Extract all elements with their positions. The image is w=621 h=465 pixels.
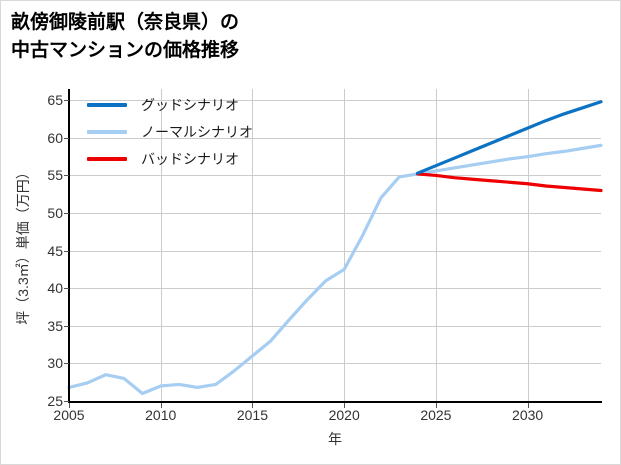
gridline-horizontal bbox=[69, 288, 601, 290]
legend-item[interactable]: バッドシナリオ bbox=[87, 147, 253, 171]
x-axis-spine bbox=[68, 401, 602, 403]
y-tick-label: 55 bbox=[47, 167, 63, 184]
legend-color-swatch bbox=[87, 157, 127, 161]
y-tick-label: 50 bbox=[47, 205, 63, 222]
gridline-horizontal bbox=[69, 250, 601, 252]
series-line bbox=[67, 143, 603, 396]
gridline-horizontal bbox=[69, 363, 601, 365]
y-tick-mark bbox=[64, 363, 69, 365]
gridline-horizontal bbox=[69, 175, 601, 177]
x-tick-label: 2020 bbox=[328, 407, 360, 423]
legend-item[interactable]: グッドシナリオ bbox=[87, 93, 253, 117]
y-tick-label: 60 bbox=[47, 129, 63, 146]
y-tick-label: 25 bbox=[47, 393, 63, 409]
series-line bbox=[415, 172, 603, 193]
gridline-horizontal bbox=[69, 325, 601, 327]
y-tick-mark bbox=[64, 325, 69, 327]
gridline-vertical bbox=[435, 89, 437, 401]
series-lines bbox=[67, 100, 603, 396]
y-tick-mark bbox=[64, 288, 69, 290]
y-tick-label: 40 bbox=[47, 280, 63, 297]
legend-color-swatch bbox=[87, 130, 127, 134]
x-tick-label: 2025 bbox=[420, 407, 452, 423]
page-title: 畝傍御陵前駅（奈良県）の 中古マンションの価格推移 bbox=[11, 12, 240, 61]
gridline-vertical bbox=[160, 89, 162, 401]
legend-color-swatch bbox=[87, 103, 127, 107]
chart-legend: グッドシナリオ ノーマルシナリオ バッドシナリオ bbox=[87, 93, 253, 174]
y-tick-label: 35 bbox=[47, 317, 63, 334]
legend-item-label: バッドシナリオ bbox=[141, 151, 239, 167]
y-tick-label: 65 bbox=[47, 92, 63, 109]
x-tick-label: 2030 bbox=[512, 407, 544, 423]
x-tick-label: 2005 bbox=[53, 407, 85, 423]
y-tick-mark bbox=[64, 137, 69, 139]
x-tick-label: 2015 bbox=[236, 407, 269, 423]
legend-item[interactable]: ノーマルシナリオ bbox=[87, 120, 253, 144]
y-tick-mark bbox=[64, 213, 69, 215]
x-tick-label: 2010 bbox=[145, 407, 177, 423]
x-tick-mark bbox=[435, 403, 437, 408]
plot-area bbox=[67, 89, 603, 402]
gridline-vertical bbox=[527, 89, 529, 401]
x-tick-mark bbox=[69, 403, 70, 408]
plot-background bbox=[69, 89, 601, 401]
gridline-horizontal bbox=[69, 137, 601, 139]
gridline-horizontal bbox=[69, 213, 601, 215]
gridline-vertical bbox=[252, 89, 254, 401]
legend-item-label: グッドシナリオ bbox=[141, 97, 239, 113]
y-tick-mark bbox=[64, 250, 69, 252]
y-axis-label: 坪（3.3㎡）単価（万円） bbox=[9, 89, 37, 401]
x-tick-mark bbox=[160, 403, 162, 408]
y-axis-spine bbox=[68, 89, 70, 402]
gridline-vertical bbox=[344, 89, 346, 401]
x-tick-mark bbox=[252, 403, 254, 408]
x-tick-mark bbox=[527, 403, 529, 408]
gridline-horizontal bbox=[69, 100, 601, 102]
y-tick-mark bbox=[64, 100, 69, 102]
series-line bbox=[415, 100, 603, 175]
y-axis-label-text: 坪（3.3㎡）単価（万円） bbox=[15, 165, 31, 325]
legend-item-label: ノーマルシナリオ bbox=[141, 124, 253, 140]
x-tick-mark bbox=[344, 403, 346, 408]
y-tick-label: 45 bbox=[47, 242, 63, 259]
x-axis-label: 年 bbox=[328, 431, 342, 447]
y-tick-mark bbox=[64, 175, 69, 177]
y-tick-mark bbox=[64, 401, 69, 402]
y-tick-label: 30 bbox=[47, 355, 63, 372]
